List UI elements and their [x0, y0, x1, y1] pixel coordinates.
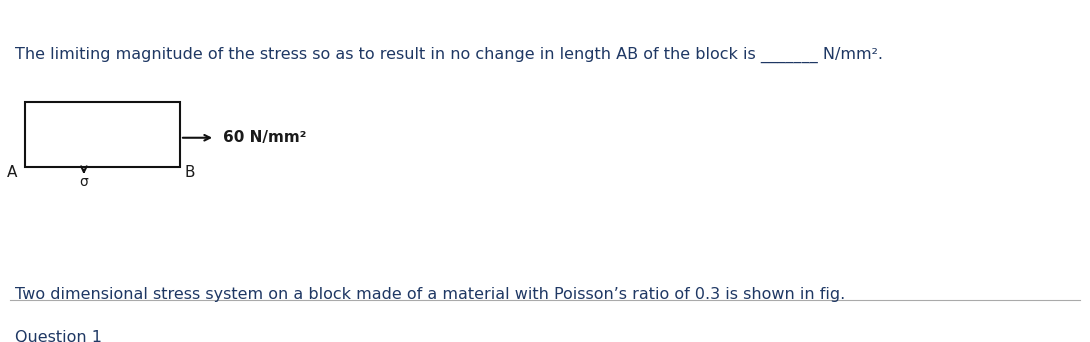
Text: 60 N/mm²: 60 N/mm²: [223, 130, 306, 145]
Text: A: A: [7, 165, 17, 180]
Text: Two dimensional stress system on a block made of a material with Poisson’s ratio: Two dimensional stress system on a block…: [15, 287, 845, 302]
Text: B: B: [185, 165, 195, 180]
Text: The limiting magnitude of the stress so as to result in no change in length AB o: The limiting magnitude of the stress so …: [15, 47, 883, 63]
Text: Question 1: Question 1: [15, 330, 102, 342]
Bar: [25, 102, 180, 167]
Text: σ: σ: [80, 175, 88, 189]
